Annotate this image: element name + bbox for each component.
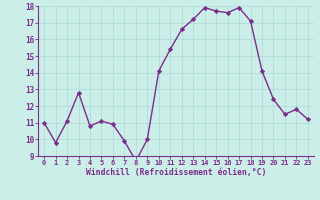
- X-axis label: Windchill (Refroidissement éolien,°C): Windchill (Refroidissement éolien,°C): [86, 168, 266, 177]
